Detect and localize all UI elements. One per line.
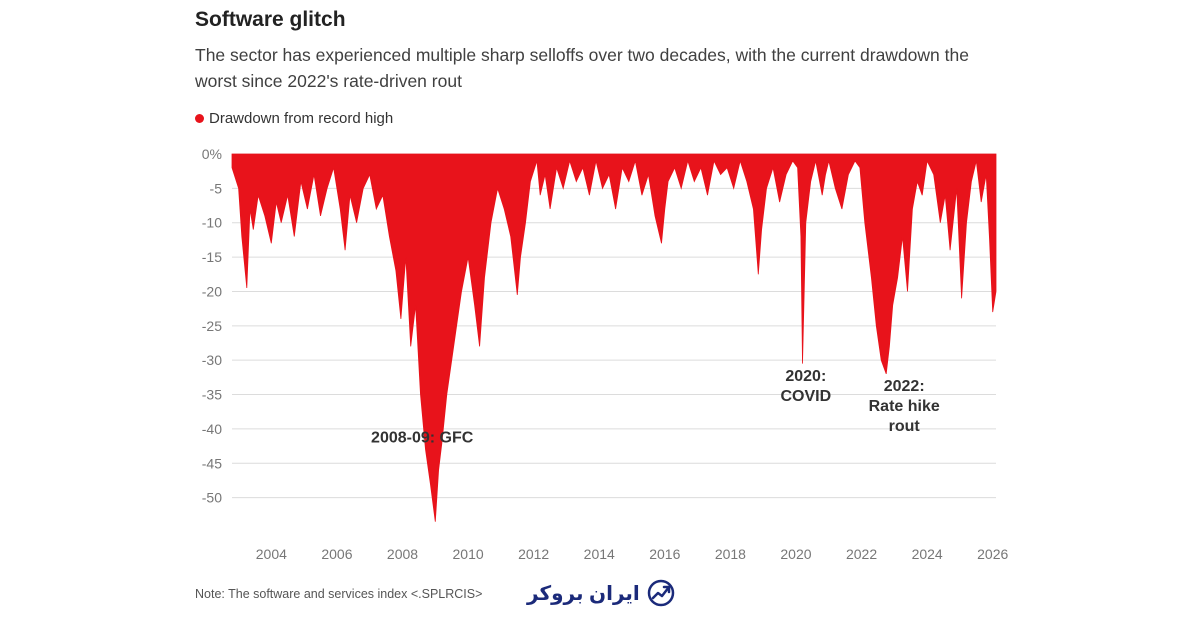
y-tick-label: -15 — [202, 249, 222, 265]
x-tick-label: 2026 — [977, 546, 1008, 562]
trend-chart-icon — [647, 579, 674, 607]
x-tick-label: 2022 — [846, 546, 877, 562]
y-tick-label: -30 — [202, 352, 222, 368]
x-tick-label: 2012 — [518, 546, 549, 562]
chart-annotation: 2022: Rate hike rout — [869, 378, 940, 435]
legend-dot-icon — [195, 114, 204, 123]
annotation-line: rout — [889, 418, 921, 435]
annotation-line: 2022: — [884, 378, 925, 395]
x-tick-label: 2018 — [715, 546, 746, 562]
brand-logo: ایران بروکر — [527, 578, 676, 608]
chart-subtitle: The sector has experienced multiple shar… — [195, 45, 969, 91]
x-tick-label: 2010 — [453, 546, 484, 562]
y-tick-label: -10 — [202, 215, 222, 231]
y-tick-label: -35 — [202, 387, 222, 403]
y-tick-label: -5 — [210, 180, 223, 196]
legend-label: Drawdown from record high — [209, 110, 394, 127]
x-tick-label: 2004 — [256, 546, 287, 562]
annotation-line: 2020: — [785, 368, 826, 385]
chart-title: Software glitch — [195, 8, 346, 31]
drawdown-area — [231, 153, 997, 522]
x-tick-label: 2006 — [321, 546, 352, 562]
annotation-line: 2008-09: GFC — [371, 430, 474, 447]
x-tick-label: 2008 — [387, 546, 418, 562]
annotation-line: Rate hike — [869, 398, 940, 415]
y-tick-label: -20 — [202, 283, 222, 299]
y-tick-label: -50 — [202, 490, 222, 506]
y-tick-label: 0% — [202, 146, 222, 162]
footnote: Note: The software and services index <.… — [195, 587, 483, 601]
annotation-line: COVID — [780, 388, 831, 405]
x-tick-label: 2024 — [912, 546, 943, 562]
x-tick-label: 2020 — [780, 546, 811, 562]
legend: Drawdown from record high — [195, 110, 393, 127]
x-tick-label: 2014 — [584, 546, 615, 562]
brand-name: ایران بروکر — [527, 582, 640, 605]
chart-annotation: 2008-09: GFC — [371, 430, 474, 447]
x-tick-label: 2016 — [649, 546, 680, 562]
y-tick-label: -25 — [202, 318, 222, 334]
chart-annotation: 2020: COVID — [780, 368, 831, 405]
y-tick-label: -40 — [202, 421, 222, 437]
y-tick-label: -45 — [202, 455, 222, 471]
